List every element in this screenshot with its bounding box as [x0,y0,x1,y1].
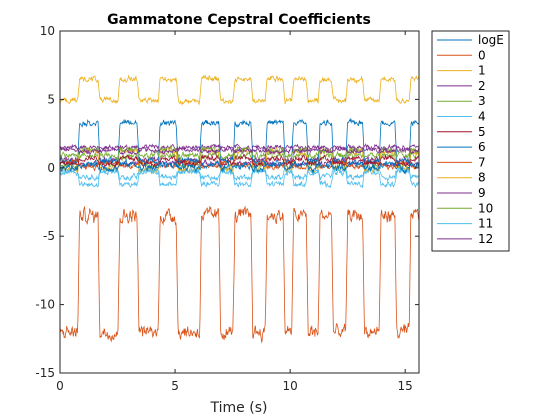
x-tick-label: 10 [282,379,297,393]
legend-label: logE [478,33,504,47]
series-layer [59,73,420,344]
y-tick-label: -5 [43,229,55,243]
axes-box [59,30,420,374]
series-line-11 [59,166,420,182]
legend-label: 11 [478,217,493,231]
series-line-2 [59,143,420,156]
series-line-4 [59,167,420,189]
series-line-0 [59,205,420,344]
legend-label: 5 [478,125,486,139]
y-tick-label: 5 [47,92,55,106]
legend-label: 2 [478,79,486,93]
series-line-6 [59,117,420,166]
y-tick-label: 0 [47,161,55,175]
x-tick-label: 5 [171,379,179,393]
legend-label: 4 [478,110,486,124]
y-tick-label: 10 [40,24,55,38]
series-line-7 [59,157,420,172]
chart-title: Gammatone Cepstral Coefficients [107,12,371,28]
series-line-logE [59,158,420,174]
legend-label: 6 [478,140,486,154]
legend-label: 8 [478,171,486,185]
x-axis-label: Time (s) [210,400,268,416]
series-line-12 [59,143,420,154]
legend-label: 1 [478,64,486,78]
legend-label: 0 [478,48,486,62]
series-line-5 [59,153,420,169]
legend-label: 10 [478,201,493,215]
legend-box [431,30,510,252]
x-tick-label: 0 [56,379,64,393]
legend-label: 12 [478,232,493,246]
legend-label: 9 [478,186,486,200]
x-tick-label: 15 [398,379,413,393]
y-tick-label: -10 [35,298,55,312]
legend-label: 7 [478,155,486,169]
plot-area [60,31,419,373]
series-line-1 [59,73,419,106]
x-axis-ticks: 0 5 10 15 [56,31,413,393]
y-tick-label: -15 [35,366,55,380]
legend-label: 3 [478,94,486,108]
y-axis-ticks: 10 5 0 -5 -10 -15 [35,24,419,380]
